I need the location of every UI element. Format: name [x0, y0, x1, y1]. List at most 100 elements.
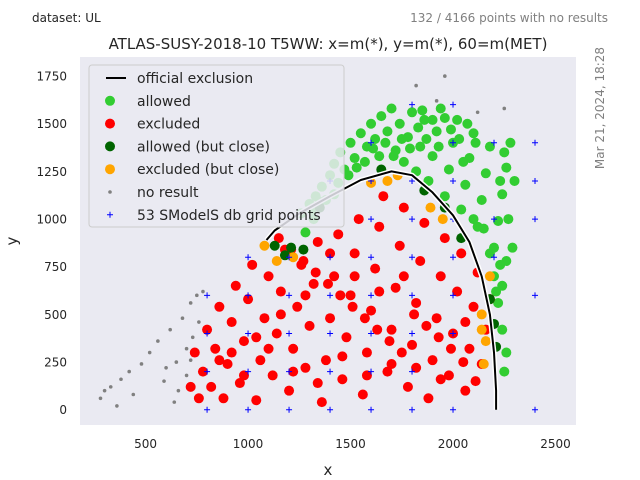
- allowed-point-39: [476, 195, 487, 206]
- y-tick-label: 500: [44, 308, 67, 322]
- allowed-point-10: [349, 153, 360, 164]
- excluded-point-6: [210, 343, 221, 354]
- y-axis-label: y: [3, 236, 21, 245]
- allowed-point-58: [468, 214, 479, 225]
- 53-smodels-db-grid-points-point-27: [368, 368, 375, 375]
- no-result-point-0: [98, 396, 103, 401]
- excluded-point-42: [357, 389, 368, 400]
- excluded-point-87: [310, 267, 321, 278]
- 53-smodels-db-grid-points-point-29: [409, 101, 416, 108]
- excluded-point-35: [329, 271, 340, 282]
- excluded-point-15: [247, 259, 258, 270]
- 53-smodels-db-grid-points-point-38: [450, 139, 457, 146]
- 53-smodels-db-grid-points-point-28: [368, 406, 375, 413]
- allowed-point-28: [431, 126, 442, 137]
- allowed-point-57: [478, 223, 489, 234]
- excluded-point-45: [370, 263, 381, 274]
- 53-smodels-db-grid-points-point-26: [368, 330, 375, 337]
- no-result-point-21: [176, 388, 181, 393]
- allowed-point-15: [376, 111, 387, 122]
- allowed-point-72: [343, 170, 354, 181]
- y-tick-label: 0: [59, 403, 67, 417]
- excluded-point-62: [439, 233, 450, 244]
- 53-smodels-db-grid-points-point-44: [450, 406, 457, 413]
- excluded-point-77: [433, 332, 444, 343]
- excluded-point-60: [431, 313, 442, 324]
- x-tick-label: 2000: [438, 437, 469, 451]
- excluded-point-83: [359, 313, 370, 324]
- 53-smodels-db-grid-points-point-25: [368, 292, 375, 299]
- x-axis-label: x: [324, 461, 333, 479]
- no-result-point-11: [168, 327, 172, 332]
- no-result-point-4: [119, 377, 123, 382]
- excluded-point-26: [292, 301, 303, 312]
- 53-smodels-db-grid-points-point-4: [245, 254, 252, 261]
- 53-smodels-db-grid-points-point-34: [409, 330, 416, 337]
- allowed-point-51: [499, 366, 510, 377]
- allowed-point-31: [443, 164, 454, 175]
- excluded-point-96: [337, 351, 348, 362]
- allowed-point-66: [388, 151, 399, 162]
- no-result-point-2: [108, 385, 113, 389]
- allowed-but-close-point-1: [279, 250, 290, 261]
- excluded-but-close-point-8: [476, 309, 487, 320]
- 53-smodels-db-grid-points-point-43: [450, 330, 457, 337]
- excluded-point-7: [214, 301, 225, 312]
- excluded-point-55: [411, 297, 422, 308]
- excluded-point-68: [464, 343, 475, 354]
- allowed-point-60: [445, 124, 456, 135]
- excluded-point-37: [337, 374, 348, 385]
- allowed-point-77: [300, 227, 311, 238]
- excluded-but-close-point-7: [437, 214, 448, 225]
- excluded-point-0: [185, 381, 196, 392]
- excluded-but-close-point-9: [476, 324, 487, 335]
- excluded-point-84: [347, 301, 358, 312]
- excluded-point-85: [335, 290, 346, 301]
- 53-smodels-db-grid-points-point-18: [327, 330, 334, 337]
- excluded-point-9: [222, 358, 233, 369]
- legend-label-no-result: no result: [137, 185, 199, 201]
- allowed-point-61: [433, 141, 444, 152]
- no-result-point-29: [502, 106, 507, 111]
- excluded-point-59: [427, 355, 438, 366]
- excluded-point-67: [460, 385, 471, 396]
- no-result-point-10: [162, 379, 166, 383]
- x-tick-label: 2500: [540, 437, 571, 451]
- allowed-point-26: [423, 175, 434, 186]
- y-tick-label: 750: [44, 260, 67, 274]
- allowed-point-88: [427, 114, 438, 125]
- excluded-point-66: [456, 248, 467, 259]
- excluded-but-close-point-12: [484, 271, 495, 282]
- excluded-point-95: [312, 378, 323, 389]
- 53-smodels-db-grid-points-point-32: [409, 254, 416, 261]
- excluded-point-78: [421, 320, 432, 331]
- no-result-point-20: [172, 400, 177, 404]
- allowed-point-30: [439, 191, 450, 202]
- legend-swatch-excluded: [105, 118, 115, 129]
- legend-label-53-smodels-db-grid-points: 53 SModelS db grid points: [137, 208, 321, 224]
- no-result-point-16: [190, 335, 195, 340]
- excluded-point-44: [366, 305, 377, 316]
- allowed-but-close-point-3: [298, 244, 309, 255]
- 53-smodels-db-grid-points-point-3: [204, 406, 211, 413]
- excluded-point-107: [275, 309, 286, 320]
- 53-smodels-db-grid-points-point-8: [245, 406, 252, 413]
- y-tick-label: 1000: [36, 213, 67, 227]
- excluded-point-29: [304, 320, 315, 331]
- excluded-but-close-point-0: [259, 240, 270, 251]
- excluded-point-82: [372, 324, 383, 335]
- excluded-point-8: [218, 393, 229, 404]
- allowed-point-86: [454, 133, 465, 144]
- 53-smodels-db-grid-points-point-2: [204, 368, 211, 375]
- legend-swatch-allowed: [105, 95, 115, 106]
- allowed-point-22: [407, 107, 418, 118]
- allowed-point-24: [415, 141, 426, 152]
- excluded-point-25: [288, 343, 299, 354]
- excluded-point-3: [197, 366, 208, 377]
- allowed-point-85: [462, 118, 473, 129]
- legend-label-allowed: allowed: [137, 94, 191, 110]
- legend-label-official-exclusion: official exclusion: [137, 71, 253, 87]
- y-tick-label: 1750: [36, 70, 67, 84]
- excluded-point-4: [202, 324, 213, 335]
- excluded-point-80: [396, 347, 407, 358]
